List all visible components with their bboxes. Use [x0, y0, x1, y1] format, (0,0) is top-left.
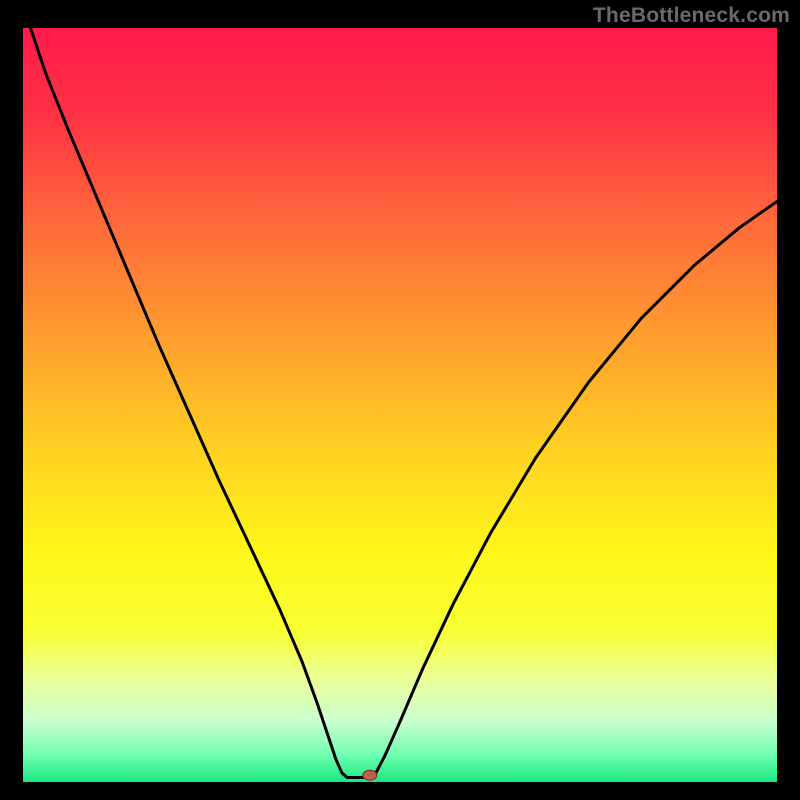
gradient-background	[23, 28, 777, 782]
chart-svg	[23, 28, 777, 782]
watermark-text: TheBottleneck.com	[593, 4, 790, 28]
chart-frame: TheBottleneck.com	[0, 0, 800, 800]
plot-area	[23, 28, 777, 782]
optimum-marker	[363, 770, 377, 780]
